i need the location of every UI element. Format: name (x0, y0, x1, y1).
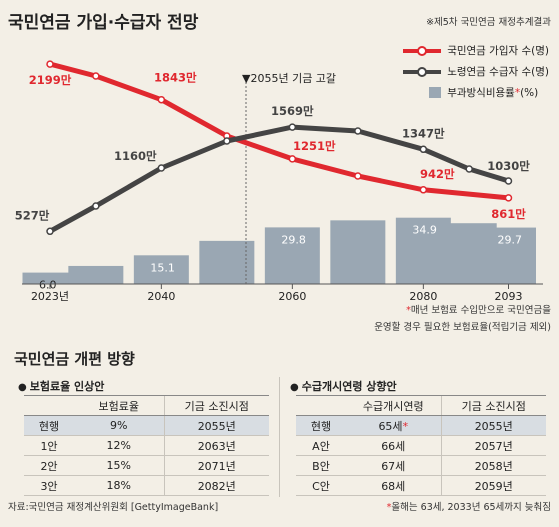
recipients-point (419, 145, 428, 154)
recipients-point (46, 227, 54, 236)
x-tick-label: 2093 (495, 290, 523, 303)
subscribers-point (354, 172, 362, 180)
bar-value-label: 15.1 (150, 261, 175, 274)
table-row: A안 66세 2057년 (296, 435, 546, 456)
subscribers-line (49, 61, 509, 201)
depletion-annotation: ▼2055년 기금 고갈 (242, 71, 336, 85)
legend-label: 부과방식비용률*(%) (447, 87, 539, 99)
recipients-value-label: 1030만 (487, 159, 530, 173)
legend-subscribers: 국민연금 가입자 수(명) (403, 40, 549, 61)
subscribers-point (504, 194, 513, 202)
subscribers-value-label: 942만 (420, 167, 455, 181)
cost-rate-bar (481, 227, 536, 284)
x-tick-label: 2040 (147, 290, 175, 303)
recipients-point (504, 177, 513, 185)
chart-title: 국민연금 가입·수급자 전망 (8, 13, 199, 33)
subscribers-value-label: 1251만 (293, 139, 336, 153)
legend-box-icon (429, 87, 442, 98)
recipients-point (288, 123, 297, 131)
bar-value-label: 29.7 (498, 234, 523, 247)
chart-plot: 6.0 15.1 29.8 34.9 29.7 2023년 2040 2060 2080 209… (15, 60, 543, 303)
table2-title: ● 수급개시연령 상향안 (290, 380, 397, 393)
x-tick-label: 2060 (278, 290, 306, 303)
cost-rate-bar (264, 227, 320, 284)
footnote-line: 운영할 경우 필요한 보험료율(적립기금 제외) (374, 322, 551, 333)
cost-rate-bar (199, 240, 255, 284)
source: 자료:국민연금 재정계산위원회 [GettyImageBank] (8, 502, 219, 513)
cost-rate-bar (395, 217, 451, 284)
recipients-point (92, 202, 100, 210)
legend-line-red-icon (403, 45, 442, 56)
table1: 보험료율 기금 소진시점 현행 9% 2055년 1안 12% 2063년 2안… (24, 395, 269, 496)
recipients-point (157, 164, 166, 172)
table-header-row: 보험료율 기금 소진시점 (24, 395, 269, 416)
footnote-age: *올해는 63세, 2033년 65세까지 늦춰짐 (386, 502, 551, 513)
bar-value-label: 29.8 (281, 233, 306, 246)
subscribers-point (288, 155, 297, 163)
cost-rate-bar (330, 220, 386, 284)
legend-label: 국민연금 가입자 수(명) (447, 45, 549, 57)
subscribers-point (46, 60, 54, 68)
recipients-point (465, 165, 473, 173)
table1-title: ● 보험료율 인상안 (18, 380, 105, 393)
legend: 국민연금 가입자 수(명) 노령연금 수급자 수(명) 부과방식비용률*(%) (403, 40, 549, 103)
chart-footnote: *매년 보험료 수입만으로 국민연금을 운영할 경우 필요한 보험료율(적립기금… (374, 302, 551, 336)
table-row: 현행 65세* 2055년 (296, 415, 546, 436)
table2: 수급개시연령 기금 소진시점 현행 65세* 2055년 A안 66세 2057… (296, 395, 546, 496)
subscribers-point (157, 95, 166, 104)
cost-rate-bar (133, 255, 189, 284)
section-title: 국민연금 개편 방향 (14, 350, 135, 368)
table-divider (279, 377, 280, 497)
x-tick-label: 2080 (409, 290, 437, 303)
legend-label: 노령연금 수급자 수(명) (447, 66, 549, 78)
bar-value-label: 6.0 (39, 279, 57, 292)
recipients-value-label: 1347만 (402, 126, 445, 140)
table-row: B안 67세 2058년 (296, 455, 546, 476)
subscribers-value-label: 861만 (491, 207, 526, 221)
recipients-value-label: 1569만 (271, 104, 314, 118)
footnote-line: *매년 보험료 수입만으로 국민연금을 (406, 305, 551, 316)
recipients-value-label: 527만 (15, 208, 50, 222)
source-note: ※제5차 국민연금 재정추계결과 (426, 17, 551, 28)
cost-rate-bar (68, 265, 124, 284)
x-tick-label: 2023년 (31, 290, 69, 303)
table-row: 2안 15% 2071년 (24, 455, 269, 476)
subscribers-point (92, 72, 100, 80)
table-row: 1안 12% 2063년 (24, 435, 269, 456)
legend-line-dark-icon (403, 66, 442, 77)
table-row: 3안 18% 2082년 (24, 475, 269, 496)
bar-value-label: 34.9 (412, 224, 437, 237)
table-row: 현행 9% 2055년 (24, 415, 269, 436)
recipients-point (223, 137, 231, 145)
table-row: C안 68세 2059년 (296, 475, 546, 496)
cost-rate-bar (22, 272, 78, 284)
subscribers-value-label: 2199만 (29, 73, 72, 87)
legend-recipients: 노령연금 수급자 수(명) (403, 61, 549, 82)
recipients-point (354, 127, 362, 135)
subscribers-point (419, 186, 428, 194)
table-header-row: 수급개시연령 기금 소진시점 (296, 395, 546, 416)
legend-cost-rate: 부과방식비용률*(%) (403, 82, 549, 103)
recipients-value-label: 1160만 (114, 149, 157, 163)
subscribers-value-label: 1843만 (154, 71, 197, 85)
